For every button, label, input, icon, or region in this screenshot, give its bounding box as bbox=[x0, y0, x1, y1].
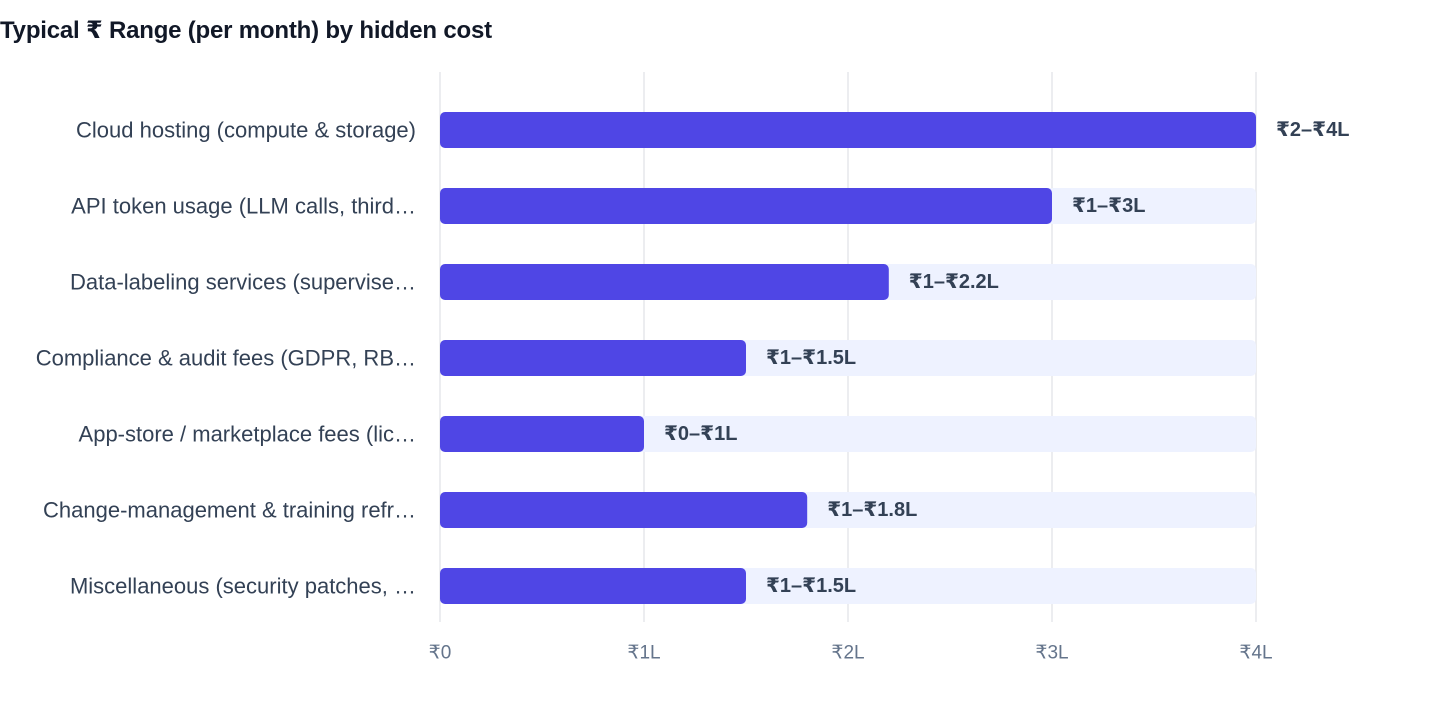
bar bbox=[440, 416, 644, 452]
category-label: Data-labeling services (supervise… bbox=[70, 270, 416, 295]
category-label: Cloud hosting (compute & storage) bbox=[76, 118, 416, 143]
value-label: ₹1–₹3L bbox=[1072, 195, 1145, 217]
x-tick-label: ₹0 bbox=[429, 643, 452, 664]
value-label: ₹1–₹1.5L bbox=[766, 347, 856, 369]
value-label: ₹0–₹1L bbox=[664, 423, 737, 445]
category-label: Change-management & training refr… bbox=[43, 498, 416, 523]
value-label: ₹1–₹2.2L bbox=[909, 271, 999, 293]
x-tick-label: ₹3L bbox=[1035, 643, 1068, 664]
bar bbox=[440, 264, 889, 300]
x-tick-label: ₹1L bbox=[627, 643, 660, 664]
bar bbox=[440, 492, 808, 528]
category-label: Compliance & audit fees (GDPR, RB… bbox=[36, 346, 416, 371]
bar bbox=[440, 340, 746, 376]
bar bbox=[440, 112, 1256, 148]
value-label: ₹1–₹1.8L bbox=[827, 499, 917, 521]
x-tick-label: ₹2L bbox=[831, 643, 864, 664]
chart-title: Typical ₹ Range (per month) by hidden co… bbox=[0, 17, 492, 44]
category-label: API token usage (LLM calls, third… bbox=[71, 194, 416, 219]
category-label: Miscellaneous (security patches, … bbox=[70, 574, 416, 599]
category-label: App-store / marketplace fees (lic… bbox=[79, 422, 416, 447]
value-label: ₹1–₹1.5L bbox=[766, 575, 856, 597]
x-tick-label: ₹4L bbox=[1239, 643, 1272, 664]
value-label: ₹2–₹4L bbox=[1276, 119, 1349, 141]
bar bbox=[440, 568, 746, 604]
bar bbox=[440, 188, 1052, 224]
